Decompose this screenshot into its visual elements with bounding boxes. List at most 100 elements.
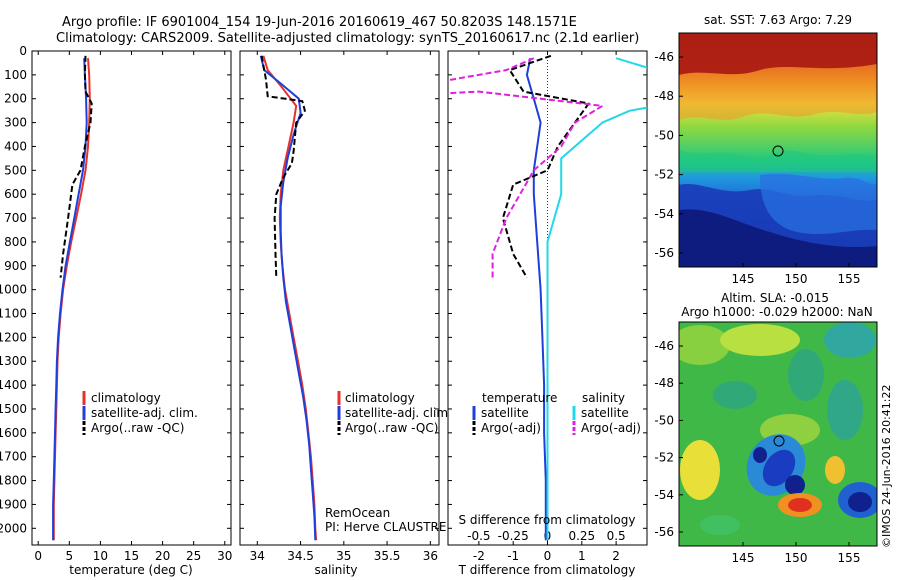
- lon-tick-label: 145: [732, 272, 755, 286]
- lat-tick-label: -48: [654, 376, 674, 390]
- depth-tick-label: 2000: [0, 521, 27, 535]
- depth-tick-label: 0: [19, 44, 27, 58]
- sst-map-panel: sat. SST: 7.63 Argo: 7.29 -46 -48 -50 -52 -5…: [654, 13, 878, 286]
- series-line-satellite-adj-clim-: [259, 55, 317, 541]
- depth-tick-label: 800: [4, 235, 27, 249]
- x-tick-label: 35.5: [374, 549, 401, 563]
- lon-tick-label: 155: [838, 272, 861, 286]
- salinity-xlabel: salinity: [314, 563, 357, 577]
- sst-map-image: [679, 33, 877, 267]
- series-line-satellite: [546, 57, 647, 541]
- depth-tick-label: 1400: [0, 378, 27, 392]
- t-difference-xlabel: T difference from climatology: [458, 563, 636, 577]
- float-position-marker: [773, 435, 785, 447]
- temperature-depth-axis: 0 100 200 300 400 500 600 700 800 900 1000 1100 1200…: [0, 44, 231, 535]
- depth-tick-label: 200: [4, 92, 27, 106]
- depth-tick-label: 300: [4, 116, 27, 130]
- s-diff-tick-label: -0.25: [498, 529, 529, 543]
- legend-climatology: climatology: [345, 391, 415, 405]
- x-tick-label: 30: [217, 549, 232, 563]
- x-tick-label: 10: [93, 549, 108, 563]
- difference-legend: temperature salinity satellite Argo(-adj…: [472, 391, 641, 435]
- lon-tick-label: 145: [732, 551, 755, 565]
- depth-tick-label: 1000: [0, 283, 27, 297]
- lon-tick-label: 155: [838, 551, 861, 565]
- depth-tick-label: 1900: [0, 497, 27, 511]
- lat-tick-label: -46: [654, 50, 674, 64]
- lat-tick-label: -56: [654, 246, 674, 260]
- lat-tick-label: -46: [654, 339, 674, 353]
- depth-tick-label: 1800: [0, 474, 27, 488]
- x-tick-label: 5: [65, 549, 73, 563]
- legend-s-argo: Argo(-adj): [581, 421, 641, 435]
- legend-satellite: satellite-adj. clim.: [91, 406, 198, 420]
- sla-map-frame: [678, 321, 878, 547]
- series-line-argo-adj-: [448, 57, 604, 278]
- series-line-argo-adj-: [501, 54, 590, 279]
- difference-x-axis: -2 -1 0 1 2: [473, 51, 620, 563]
- lon-tick-label: 150: [785, 272, 808, 286]
- salinity-series: [259, 55, 318, 541]
- x-tick-label: 2: [612, 549, 620, 563]
- salinity-x-axis: 34 34.5 35 35.5 36: [250, 51, 438, 563]
- x-tick-label: 15: [124, 549, 139, 563]
- depth-tick-label: 1600: [0, 426, 27, 440]
- lat-tick-label: -52: [654, 168, 674, 182]
- difference-depth-ticks: [448, 50, 647, 529]
- salinity-legend: climatology satellite-adj. clim. Argo(..…: [337, 391, 452, 435]
- sst-lat-axis: -46 -48 -50 -52 -54 -56: [654, 50, 683, 260]
- sla-map-panel: Altim. SLA: -0.015 Argo h1000: -0.029 h2…: [654, 291, 893, 565]
- depth-tick-label: 500: [4, 163, 27, 177]
- x-tick-label: 1: [578, 549, 586, 563]
- legend-argo: Argo(..raw -QC): [91, 421, 184, 435]
- lon-tick-label: 150: [785, 551, 808, 565]
- lat-tick-label: -54: [654, 207, 674, 221]
- lat-tick-label: -50: [654, 413, 674, 427]
- float-position-marker: [772, 145, 784, 157]
- s-diff-tick-label: -0.5: [467, 529, 490, 543]
- lat-tick-label: -56: [654, 525, 674, 539]
- header-line1: Argo profile: IF 6901004_154 19-Jun-2016…: [62, 15, 577, 30]
- difference-series: [448, 54, 647, 541]
- depth-tick-label: 900: [4, 259, 27, 273]
- lat-tick-label: -48: [654, 89, 674, 103]
- x-tick-label: 36: [423, 549, 438, 563]
- imos-credit: ©IMOS 24-Jun-2016 20:41:22: [880, 384, 893, 548]
- legend-t-argo: Argo(-adj): [481, 421, 541, 435]
- legend-argo: Argo(..raw -QC): [345, 421, 438, 435]
- depth-tick-label: 100: [4, 68, 27, 82]
- legend-title-salinity: salinity: [582, 391, 625, 405]
- series-line-satellite-adj-clim-: [52, 58, 88, 541]
- legend-climatology: climatology: [91, 391, 161, 405]
- pi-annotation: PI: Herve CLAUSTRE: [325, 520, 446, 534]
- series-line-satellite: [525, 58, 547, 541]
- legend-title-temperature: temperature: [482, 391, 557, 405]
- x-tick-label: 35: [336, 549, 351, 563]
- s-diff-tick-label: 0.25: [568, 529, 595, 543]
- series-line-argo-raw-qc-: [59, 55, 93, 278]
- depth-tick-label: 600: [4, 187, 27, 201]
- sla-lat-axis: -46 -48 -50 -52 -54 -56: [654, 339, 683, 539]
- x-tick-label: 34.5: [287, 549, 314, 563]
- x-tick-label: 0: [544, 549, 552, 563]
- x-tick-label: 25: [186, 549, 201, 563]
- sla-map-subtitle: Argo h1000: -0.029 h2000: NaN: [681, 305, 873, 319]
- legend-satellite: satellite-adj. clim.: [345, 406, 452, 420]
- lat-tick-label: -52: [654, 451, 674, 465]
- salinity-depth-ticks: [240, 50, 439, 529]
- x-tick-label: 34: [250, 549, 265, 563]
- depth-tick-label: 1200: [0, 330, 27, 344]
- temperature-series: [52, 55, 93, 541]
- sla-map-title: Altim. SLA: -0.015: [721, 291, 829, 305]
- depth-tick-label: 1300: [0, 354, 27, 368]
- sla-map-image: [679, 322, 877, 546]
- sla-lon-axis: 145 150 155: [732, 542, 861, 565]
- sst-map-title: sat. SST: 7.63 Argo: 7.29: [704, 13, 852, 27]
- salinity-axes-frame: [239, 50, 440, 546]
- x-tick-label: -2: [473, 549, 485, 563]
- salinity-panel: 34 34.5 35 35.5 36 salinity climatology sate…: [239, 50, 452, 577]
- legend-t-satellite: satellite: [481, 406, 529, 420]
- depth-tick-label: 400: [4, 139, 27, 153]
- sst-map-frame: [678, 32, 878, 268]
